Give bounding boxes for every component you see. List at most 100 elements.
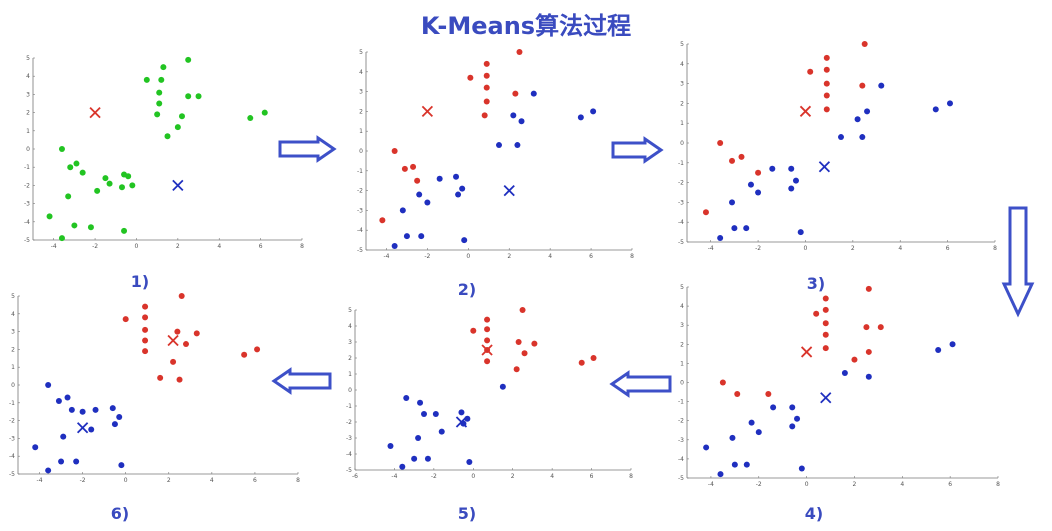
blue-data-point	[932, 106, 939, 113]
y-tick-label: -5	[678, 239, 684, 246]
y-tick-label: 4	[348, 323, 352, 330]
y-tick-label: 3	[348, 339, 352, 346]
page-title: K-Means算法过程	[420, 12, 632, 40]
panel-label: 4)	[805, 504, 823, 523]
y-tick-label: -5	[357, 247, 363, 254]
y-tick-label: -3	[346, 435, 352, 442]
green-data-point	[143, 76, 150, 83]
x-tick-label: 2	[853, 481, 857, 488]
y-tick-label: -2	[678, 418, 684, 425]
blue-data-point	[949, 341, 956, 348]
blue-data-point	[789, 423, 796, 430]
y-tick-label: 1	[26, 128, 30, 135]
red-data-point	[516, 49, 523, 55]
red-data-point	[183, 341, 189, 348]
y-tick-label: 1	[11, 364, 15, 371]
blue-data-point	[747, 181, 754, 188]
blue-data-point	[789, 404, 796, 411]
blue-data-point	[60, 433, 67, 440]
y-tick-label: -1	[678, 399, 684, 406]
x-tick-label: 4	[900, 481, 904, 488]
blue-data-point	[68, 406, 75, 413]
blue-data-point	[387, 443, 394, 449]
y-tick-label: 4	[26, 73, 30, 80]
scatter-panel-3: -4 -2 0 2 4 6 8 5 4 3 2 1 0 -1 -2 -3 -4 -5 3)	[678, 41, 997, 293]
green-data-point	[129, 182, 136, 189]
x-tick-label: 2	[851, 245, 855, 252]
y-tick-label: 5	[26, 55, 30, 62]
blue-data-point	[798, 465, 805, 472]
y-tick-label: 4	[11, 311, 15, 318]
x-tick-label: 8	[993, 245, 997, 252]
x-tick-label: -4	[708, 245, 714, 252]
red-data-point	[865, 348, 872, 355]
red-data-point	[484, 337, 491, 344]
y-tick-label: 2	[26, 110, 30, 117]
blue-data-point	[111, 421, 118, 428]
blue-data-point	[841, 369, 848, 376]
x-tick-label: 8	[996, 481, 1000, 488]
blue-data-point	[530, 90, 537, 97]
green-data-point	[79, 169, 86, 176]
green-data-point	[58, 235, 65, 242]
red-data-point	[822, 320, 829, 327]
y-tick-label: 4	[680, 61, 684, 68]
red-data-point	[822, 295, 829, 302]
green-data-point	[178, 113, 185, 120]
red-data-point	[521, 350, 528, 357]
red-data-point	[734, 390, 741, 397]
red-centroid-marker	[799, 105, 812, 117]
blue-data-point	[458, 409, 465, 416]
x-tick-label: -4	[37, 477, 43, 484]
blue-data-point	[424, 199, 431, 206]
red-data-point	[531, 340, 538, 347]
y-tick-label: -2	[9, 418, 15, 425]
y-tick-label: 3	[680, 81, 684, 88]
blue-data-point	[79, 408, 86, 415]
x-tick-label: 2	[176, 243, 180, 250]
blue-data-point	[109, 405, 116, 412]
y-tick-label: -2	[24, 182, 30, 189]
blue-data-point	[794, 415, 801, 422]
y-tick-label: -4	[9, 453, 15, 460]
arrow-left-icon	[271, 367, 332, 395]
blue-data-point	[755, 429, 762, 436]
x-tick-label: 8	[630, 253, 634, 260]
blue-data-point	[838, 134, 844, 141]
green-data-point	[158, 76, 165, 83]
blue-data-point	[729, 434, 736, 441]
green-data-point	[156, 100, 163, 107]
x-tick-label: 2	[507, 253, 511, 260]
red-data-point	[142, 303, 149, 310]
blue-data-point	[510, 112, 517, 119]
blue-data-point	[792, 177, 799, 184]
blue-data-point	[421, 411, 427, 417]
red-data-point	[822, 345, 829, 352]
green-data-point	[71, 222, 78, 229]
y-tick-label: -2	[346, 419, 352, 426]
blue-data-point	[455, 191, 462, 198]
y-tick-label: 1	[359, 128, 363, 135]
y-tick-label: 5	[11, 293, 15, 300]
blue-data-point	[118, 462, 125, 469]
red-data-point	[414, 177, 421, 184]
red-data-point	[484, 358, 491, 365]
blue-data-point	[58, 458, 65, 465]
x-tick-label: -2	[80, 477, 86, 484]
y-tick-label: -4	[24, 219, 30, 226]
x-tick-label: 6	[259, 243, 263, 250]
blue-data-point	[403, 395, 410, 401]
red-data-point	[877, 324, 884, 331]
arrow-left-icon	[609, 370, 672, 398]
red-data-point	[122, 316, 129, 323]
red-data-point	[719, 379, 726, 386]
green-data-point	[261, 109, 268, 116]
y-tick-label: 1	[348, 371, 352, 378]
y-tick-label: -1	[24, 164, 30, 171]
blue-data-point	[797, 229, 804, 236]
y-tick-label: -3	[678, 437, 684, 444]
blue-centroid-marker	[172, 179, 184, 192]
red-data-point	[483, 60, 490, 67]
blue-data-point	[45, 467, 52, 474]
